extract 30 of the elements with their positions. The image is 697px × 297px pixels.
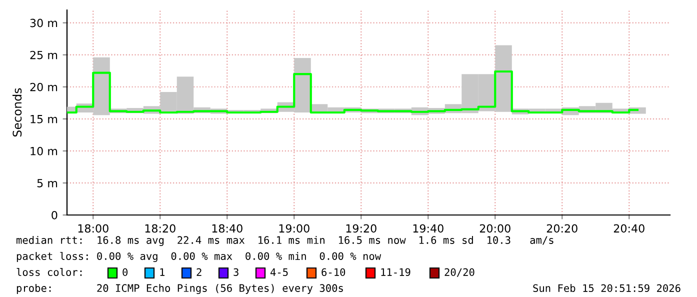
text: median rtt: 16.8 ms avg 22.4 ms max 16.1 ms min 16.5 ms now 1.6 ms sd 10.3 am/s bbox=[16, 236, 554, 246]
y-tick-label: 10 m bbox=[30, 146, 58, 156]
y-tick-label: 20 m bbox=[30, 82, 58, 92]
y-tick-label: 15 m bbox=[30, 115, 58, 124]
text: 4-5 bbox=[270, 268, 288, 276]
text: 3 bbox=[234, 268, 238, 276]
text: 1 bbox=[160, 268, 164, 276]
x-tick-label: 20:00 bbox=[480, 224, 510, 233]
text: 0 bbox=[122, 268, 128, 276]
text: loss color: bbox=[16, 268, 82, 276]
text: 20/20 bbox=[444, 268, 474, 277]
x-tick-label: 18:00 bbox=[78, 224, 108, 233]
y-tick-label: 30 m bbox=[30, 18, 58, 28]
x-tick-label: 19:40 bbox=[413, 224, 444, 233]
y-tick-label: 0 bbox=[52, 210, 58, 220]
x-tick-label: 19:20 bbox=[346, 224, 376, 233]
y-axis-title: Seconds bbox=[12, 88, 22, 137]
y-tick-label: 25 m bbox=[30, 50, 58, 60]
y-tick-label: 5 m bbox=[37, 179, 58, 188]
text: 11-19 bbox=[381, 268, 410, 276]
text: probe: 20 ICMP Echo Pings (56 Bytes) every 300s bbox=[16, 284, 343, 294]
x-tick-label: 20:20 bbox=[546, 224, 578, 233]
x-tick-label: 18:20 bbox=[145, 224, 176, 233]
x-tick-label: 19:00 bbox=[279, 224, 310, 233]
text: 6-10 bbox=[322, 268, 346, 276]
text: Sun Feb 15 20:51:59 2026 bbox=[533, 284, 680, 292]
text: 2 bbox=[196, 268, 202, 276]
x-tick-label: 20:40 bbox=[614, 224, 644, 233]
x-tick-label: 18:40 bbox=[212, 224, 242, 233]
text: packet loss: 0.00 % avg 0.00 % max 0.00 % min 0.00 % now bbox=[16, 252, 382, 262]
